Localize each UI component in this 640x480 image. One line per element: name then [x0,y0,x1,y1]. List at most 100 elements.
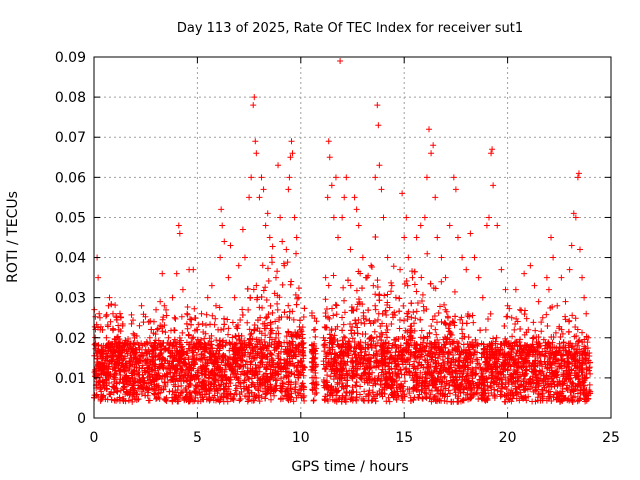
background-point [469,378,476,385]
background-point [310,397,317,404]
background-point [564,397,571,404]
background-point [188,321,195,328]
background-point [542,339,549,346]
background-point [207,380,214,387]
background-point [321,342,328,349]
background-point [459,330,466,337]
background-point [200,344,207,351]
background-point [438,278,445,285]
background-point [96,314,103,321]
background-point [574,326,581,333]
background-point [263,390,270,397]
background-point [450,319,457,326]
background-point [533,386,540,393]
background-point [112,302,119,309]
background-point [491,349,498,356]
background-point [116,310,123,317]
background-point [295,343,302,350]
background-point [123,388,130,395]
background-point [274,361,281,368]
background-point [297,390,304,397]
background-point [144,364,151,371]
background-point [97,384,104,391]
background-point [418,327,425,334]
background-point [105,323,112,330]
background-point [106,379,113,386]
background-point [558,326,565,333]
background-point [266,359,273,366]
background-point [485,392,492,399]
background-point [247,294,254,301]
background-point [441,301,448,308]
background-point [395,361,402,368]
background-point [120,384,127,391]
background-point [537,342,544,349]
background-point [408,314,415,321]
background-point [232,333,239,340]
background-point [445,349,452,356]
background-point [330,312,337,319]
background-point [178,378,185,385]
background-point [199,320,206,327]
background-point [449,379,456,386]
background-point [221,372,228,379]
background-point [116,379,123,386]
background-point [234,350,241,357]
background-point [207,341,214,348]
background-point [460,386,467,393]
background-point [231,391,238,398]
background-point [279,380,286,387]
background-point [260,345,267,352]
background-point [179,363,186,370]
background-point [334,388,341,395]
background-point [410,384,417,391]
background-point [103,386,110,393]
background-point [395,336,402,343]
background-point [488,363,495,370]
background-point [466,313,473,320]
background-point [191,315,198,322]
background-point [543,372,550,379]
background-point [196,341,203,348]
background-point [542,353,549,360]
background-point [538,351,545,358]
background-point [373,359,380,366]
background-point [226,354,233,361]
background-point [184,311,191,318]
background-point [340,385,347,392]
background-point [552,360,559,367]
background-point [358,395,365,402]
background-point [130,382,137,389]
background-point [331,397,338,404]
background-point [274,300,281,307]
background-point [263,297,270,304]
background-point [521,311,528,318]
background-point [300,372,307,379]
background-point [262,332,269,339]
background-point [543,311,550,318]
background-point [234,325,241,332]
background-point [285,329,292,336]
background-point [581,375,588,382]
background-point [94,361,101,368]
background-point [245,306,252,313]
background-point [457,387,464,394]
background-point [412,349,419,356]
background-point [325,397,332,404]
background-point [496,369,503,376]
background-point [372,353,379,360]
background-point [351,329,358,336]
background-point [274,268,281,275]
background-point [159,340,166,347]
background-point [115,353,122,360]
background-point [512,385,519,392]
background-point [513,368,520,375]
background-point [267,302,274,309]
background-point [388,320,395,327]
background-point [411,268,418,275]
background-point [559,330,566,337]
background-point [361,388,368,395]
background-point [244,319,251,326]
background-point [361,320,368,327]
background-point [220,398,227,405]
